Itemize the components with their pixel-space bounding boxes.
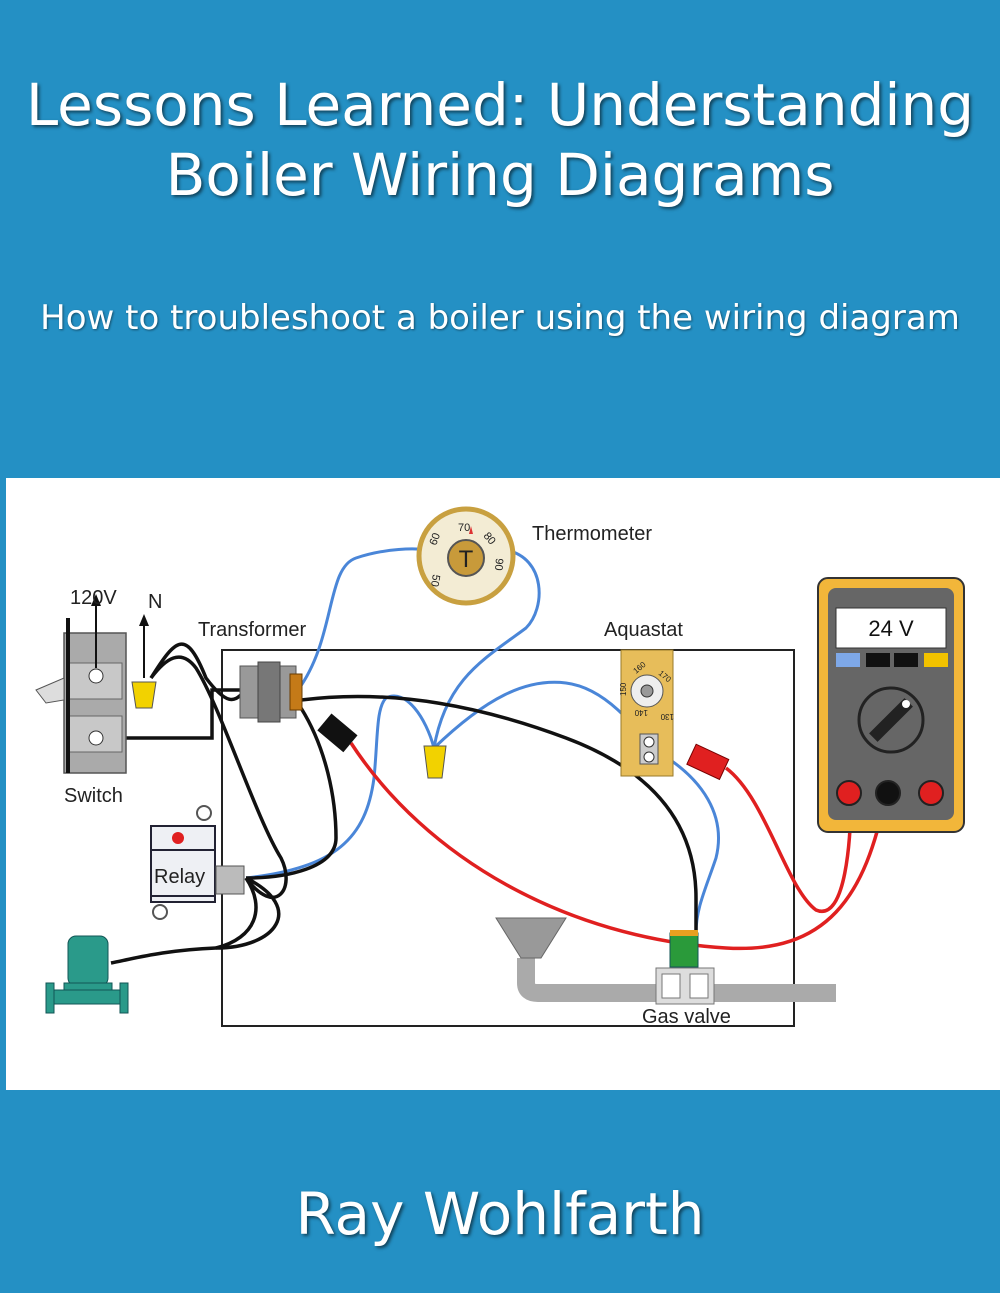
aquastat-tick-140: 140 bbox=[634, 708, 648, 717]
gas-pipe bbox=[495, 917, 836, 1002]
circulator-pump bbox=[45, 935, 129, 1014]
transformer bbox=[239, 661, 303, 723]
label-relay: Relay bbox=[154, 866, 205, 888]
thermometer-tick-60: 60 bbox=[428, 531, 443, 547]
wiring-diagram-panel: T 50 60 70 80 90 150 160 170 140 130 bbox=[6, 478, 1000, 1090]
thermometer-tick-90: 90 bbox=[492, 558, 505, 571]
black-wires bbox=[91, 642, 698, 965]
black-probe bbox=[317, 713, 358, 753]
author-name: Ray Wohlfarth bbox=[295, 1180, 705, 1248]
thermometer-center: T bbox=[459, 546, 474, 573]
label-thermometer: Thermometer bbox=[532, 523, 652, 545]
aquastat-tick-130: 130 bbox=[660, 712, 674, 721]
book-subtitle: How to troubleshoot a boiler using the w… bbox=[40, 298, 960, 338]
thermometer-tick-70: 70 bbox=[458, 522, 470, 534]
multimeter: 24 V bbox=[817, 577, 965, 833]
red-probe bbox=[686, 743, 730, 781]
aquastat-tick-150: 150 bbox=[619, 682, 628, 696]
title-line-2: Boiler Wiring Diagrams bbox=[165, 141, 835, 209]
label-aquastat: Aquastat bbox=[604, 619, 683, 641]
thermometer: T 50 60 70 80 90 bbox=[416, 506, 516, 606]
label-120v: 120V bbox=[70, 587, 117, 609]
wiring-diagram: T 50 60 70 80 90 150 160 170 140 130 bbox=[35, 506, 965, 1028]
meter-display-reading: 24 V bbox=[868, 616, 914, 641]
wire-nut bbox=[423, 745, 447, 779]
boiler-enclosure bbox=[221, 649, 795, 1027]
gas-valve bbox=[655, 930, 715, 1005]
label-transformer: Transformer bbox=[198, 619, 307, 641]
label-switch: Switch bbox=[64, 785, 123, 807]
power-switch bbox=[35, 594, 157, 774]
book-title: Lessons Learned: Understanding Boiler Wi… bbox=[0, 70, 1000, 210]
thermometer-tick-50: 50 bbox=[428, 573, 442, 587]
label-neutral: N bbox=[148, 591, 162, 613]
aquastat: 150 160 170 140 130 bbox=[619, 649, 674, 777]
title-line-1: Lessons Learned: Understanding bbox=[25, 71, 975, 139]
label-gas-valve: Gas valve bbox=[642, 1006, 731, 1028]
relay bbox=[150, 805, 245, 920]
